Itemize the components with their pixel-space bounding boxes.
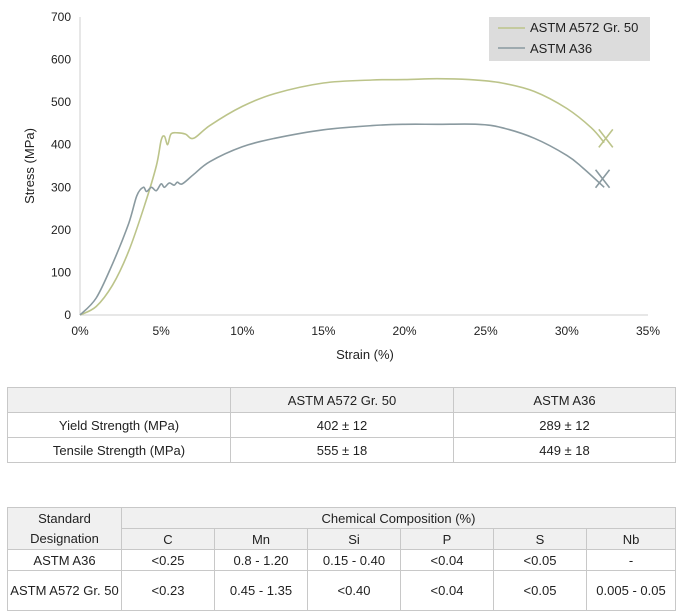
table-cell: <0.05 — [493, 570, 587, 611]
y-tick-labels: 0 100 200 300 400 500 600 700 — [51, 10, 71, 322]
element-header-p: P — [400, 528, 494, 550]
y-tick-label: 300 — [51, 180, 71, 194]
table-row: Tensile Strength (MPa) 555 ± 18 449 ± 18 — [7, 437, 676, 463]
table-cell: 289 ± 12 — [453, 412, 676, 438]
chem-table-header-row: Standard Designation Chemical Compositio… — [7, 507, 676, 550]
legend: ASTM A572 Gr. 50 ASTM A36 — [489, 17, 650, 61]
strength-table-header-a572: ASTM A572 Gr. 50 — [230, 387, 454, 413]
table-cell: 0.005 - 0.05 — [586, 570, 676, 611]
table-cell: <0.40 — [307, 570, 401, 611]
x-tick-label: 10% — [230, 324, 254, 338]
standard-designation-header: Standard Designation — [7, 507, 122, 550]
x-tick-labels: 0% 5% 10% 15% 20% 25% 30% 35% — [71, 324, 660, 338]
chem-table-element-row: C Mn Si P S Nb — [8, 528, 676, 550]
series-line-astm-a572 — [79, 77, 605, 316]
table-cell: 555 ± 18 — [230, 437, 454, 463]
strength-table-corner — [7, 387, 231, 413]
table-row: ASTM A572 Gr. 50 <0.23 0.45 - 1.35 <0.40… — [7, 570, 676, 611]
legend-label-astm-a36: ASTM A36 — [530, 41, 592, 56]
row-label-tensile-strength: Tensile Strength (MPa) — [7, 437, 231, 463]
y-tick-label: 700 — [51, 10, 71, 24]
strength-table-header-row: ASTM A572 Gr. 50 ASTM A36 — [7, 387, 676, 413]
table-cell: <0.25 — [121, 549, 215, 571]
x-tick-label: 30% — [555, 324, 579, 338]
x-axis-title: Strain (%) — [336, 347, 394, 362]
fracture-mark — [594, 169, 611, 189]
x-tick-label: 35% — [636, 324, 660, 338]
chemical-composition-table: Standard Designation Chemical Compositio… — [7, 507, 676, 611]
strength-table-header-a36: ASTM A36 — [453, 387, 676, 413]
stress-strain-chart: 0 100 200 300 400 500 600 700 0% 5% 10% 15% 20% 25% 3… — [22, 10, 660, 362]
x-tick-label: 25% — [474, 324, 498, 338]
y-tick-label: 600 — [51, 53, 71, 67]
y-tick-label: 100 — [51, 265, 71, 279]
table-cell: 0.45 - 1.35 — [214, 570, 308, 611]
series-lines — [79, 77, 614, 316]
row-label-yield-strength: Yield Strength (MPa) — [7, 412, 231, 438]
x-tick-label: 20% — [393, 324, 417, 338]
y-tick-label: 400 — [51, 138, 71, 152]
element-header-si: Si — [307, 528, 401, 550]
element-header-mn: Mn — [214, 528, 308, 550]
legend-label-astm-a572: ASTM A572 Gr. 50 — [530, 20, 638, 35]
fracture-mark — [598, 128, 614, 148]
element-header-c: C — [121, 528, 215, 550]
y-tick-label: 0 — [64, 308, 71, 322]
y-tick-label: 200 — [51, 223, 71, 237]
table-row: Yield Strength (MPa) 402 ± 12 289 ± 12 — [7, 412, 676, 438]
table-cell: 0.8 - 1.20 — [214, 549, 308, 571]
element-header-nb: Nb — [586, 528, 676, 550]
element-header-s: S — [493, 528, 587, 550]
y-tick-label: 500 — [51, 95, 71, 109]
table-cell: 449 ± 18 — [453, 437, 676, 463]
table-row: ASTM A36 <0.25 0.8 - 1.20 0.15 - 0.40 <0… — [7, 549, 676, 571]
strength-table: ASTM A572 Gr. 50 ASTM A36 Yield Strength… — [7, 387, 676, 463]
table-cell: <0.04 — [400, 549, 494, 571]
x-tick-label: 15% — [311, 324, 335, 338]
designation-astm-a36: ASTM A36 — [7, 549, 122, 571]
y-axis-title: Stress (MPa) — [22, 128, 37, 204]
x-tick-label: 5% — [152, 324, 170, 338]
table-cell: 402 ± 12 — [230, 412, 454, 438]
series-line-astm-a36 — [79, 123, 605, 316]
table-cell: - — [586, 549, 676, 571]
table-cell: <0.04 — [400, 570, 494, 611]
legend-box — [489, 17, 650, 61]
designation-astm-a572: ASTM A572 Gr. 50 — [7, 570, 122, 611]
table-cell: <0.05 — [493, 549, 587, 571]
chemical-composition-header: Chemical Composition (%) — [121, 507, 676, 529]
table-cell: 0.15 - 0.40 — [307, 549, 401, 571]
table-cell: <0.23 — [121, 570, 215, 611]
x-tick-label: 0% — [71, 324, 89, 338]
